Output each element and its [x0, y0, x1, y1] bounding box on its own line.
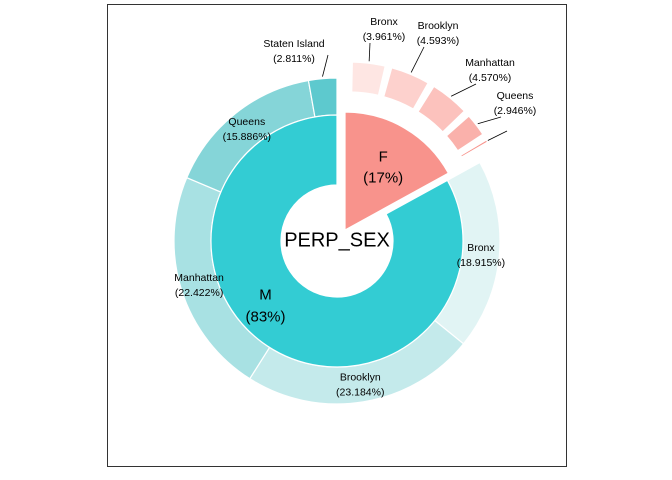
outer-label-name: Queens [228, 116, 265, 128]
outer-ring-female-segment [382, 67, 429, 110]
outer-ring-female-segment [351, 61, 386, 97]
outer-label-name: Brooklyn [340, 372, 381, 384]
leader-line [322, 54, 329, 77]
outer-label-name: Manhattan [174, 272, 224, 284]
outer-label-percent: (22.422%) [175, 287, 223, 299]
leader-line [487, 130, 508, 141]
leader-line [477, 116, 502, 125]
inner-label-male-percent: (83%) [245, 309, 285, 326]
chart-panel: M (83%) F (17%) Bronx (18.915%) Brooklyn (23.1… [107, 4, 567, 467]
outer-label-percent: (2.946%) [494, 105, 537, 117]
outer-label-name: Queens [497, 90, 534, 102]
outer-label-percent: (23.184%) [336, 387, 384, 399]
inner-label-female: F [379, 148, 388, 165]
outer-label-name: Brooklyn [418, 20, 459, 32]
outer-label-percent: (2.811%) [273, 53, 315, 65]
outer-label-name: Bronx [467, 242, 495, 254]
inner-label-male: M [259, 287, 272, 304]
outer-ring-female-segment [459, 139, 489, 158]
inner-label-female-percent: (17%) [363, 169, 403, 186]
inner-ring: M (83%) F (17%) [210, 111, 464, 368]
outer-ring-female [351, 61, 489, 158]
center-title: PERP_SEX [284, 229, 390, 251]
inner-ring-male-segment [210, 114, 464, 368]
outer-label-percent: (18.915%) [457, 257, 505, 269]
outer-label-percent: (15.886%) [223, 131, 271, 143]
outer-ring-female-segment [417, 85, 466, 133]
leader-lines [322, 42, 508, 141]
outer-label-percent: (4.570%) [469, 72, 512, 84]
outer-ring-female-segment [445, 115, 484, 152]
inner-ring-female-segment [344, 111, 450, 232]
leader-line [450, 83, 477, 97]
donut-chart: M (83%) F (17%) Bronx (18.915%) Brooklyn (23.1… [173, 16, 536, 405]
leader-line [368, 42, 371, 62]
outer-label-name: Staten Island [263, 38, 324, 50]
outer-label-percent: (4.593%) [417, 35, 460, 47]
outer-label-name: Bronx [370, 16, 398, 28]
segment-labels: Bronx (18.915%) Brooklyn (23.184%) Manhattan… [174, 16, 536, 399]
leader-line [410, 46, 425, 73]
outer-label-percent: (3.961%) [363, 31, 406, 43]
outer-label-name: Manhattan [465, 57, 515, 69]
